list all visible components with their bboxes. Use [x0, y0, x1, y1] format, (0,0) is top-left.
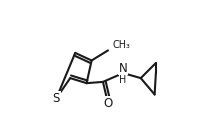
Text: CH₃: CH₃ — [112, 40, 130, 50]
Text: O: O — [103, 97, 113, 110]
Text: S: S — [53, 92, 60, 105]
Text: H: H — [119, 75, 127, 85]
Text: N: N — [119, 61, 127, 75]
